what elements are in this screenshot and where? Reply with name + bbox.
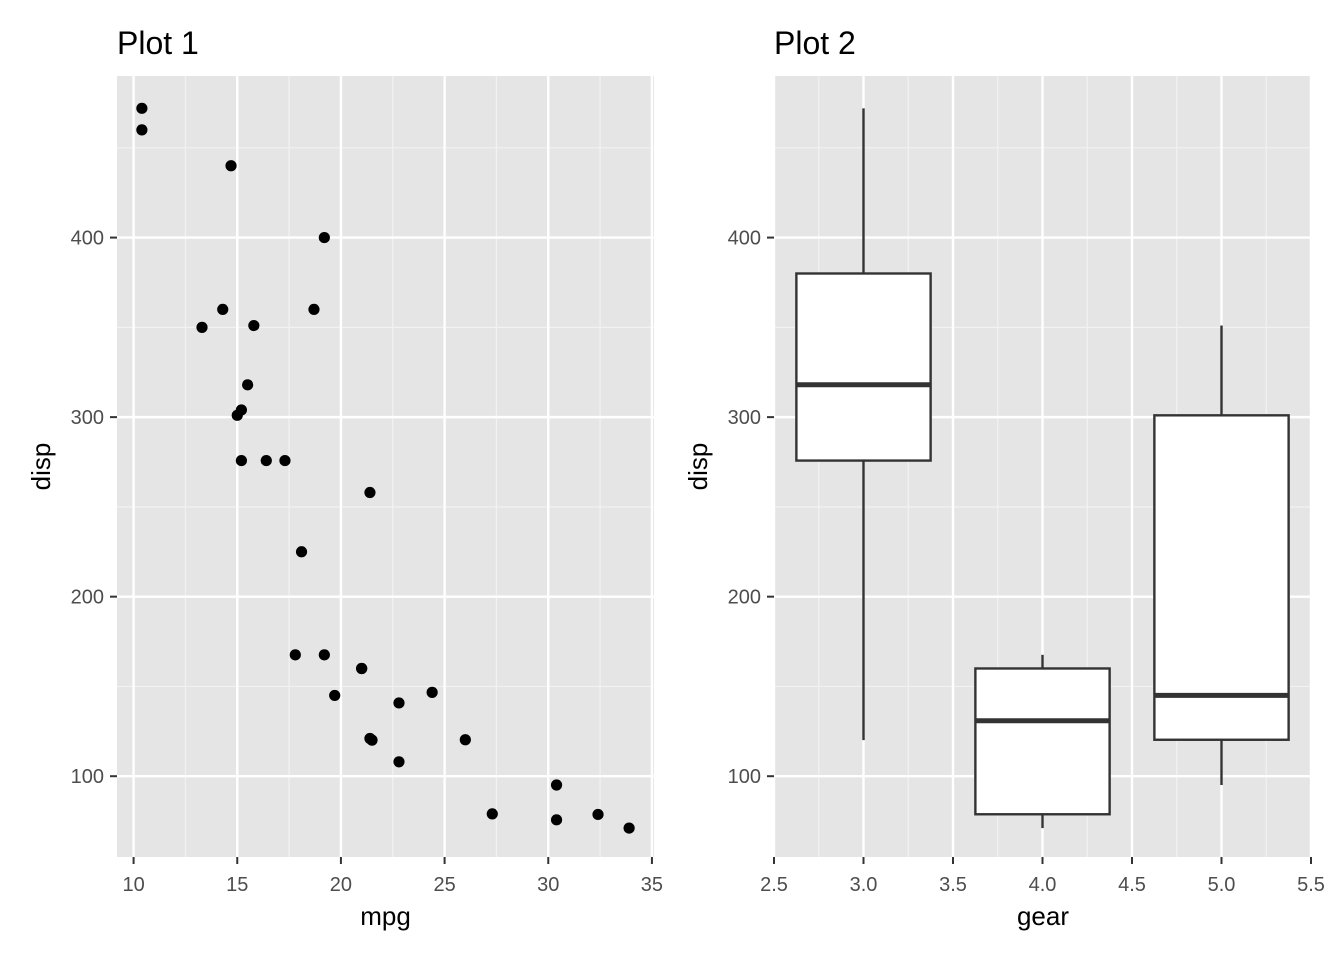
plot-2-x-tick-label: 5.5 <box>1297 874 1325 896</box>
box-gear-3 <box>795 108 932 741</box>
plot-1-title: Plot 1 <box>117 25 199 61</box>
data-point <box>279 454 291 467</box>
data-point <box>550 779 563 791</box>
plot-1-y-axis-title: disp <box>26 443 56 491</box>
data-point <box>260 454 272 467</box>
data-point <box>289 649 301 661</box>
data-point <box>329 689 341 702</box>
data-point <box>486 808 498 820</box>
plot-2-x-tick-label: 4.0 <box>1029 874 1057 896</box>
interquartile-box <box>974 667 1111 816</box>
plot-2-x-tick-label: 3.5 <box>939 874 967 896</box>
data-point <box>235 454 248 467</box>
interquartile-box <box>1153 414 1290 741</box>
plot-1-x-axis-title: mpg <box>360 901 411 931</box>
plot-1-panel-background <box>117 76 654 857</box>
plot-2-x-tick-label: 2.5 <box>760 874 788 896</box>
data-point <box>248 319 260 332</box>
plot-2-x-tick-label: 4.5 <box>1118 874 1146 896</box>
plot-1-y-tick-label: 300 <box>71 407 104 429</box>
plot-2-axis-ticks: 2.5 3.0 3.5 4.0 4.5 5.0 5.5 100 200 300 400 <box>728 228 1325 896</box>
interquartile-box <box>795 272 932 462</box>
plot-2-y-axis-title: disp <box>683 443 713 491</box>
data-point <box>196 321 208 333</box>
data-point <box>592 808 604 821</box>
data-point <box>295 546 308 558</box>
data-point <box>364 486 376 499</box>
box-gear-4 <box>974 654 1111 829</box>
data-point <box>308 303 320 316</box>
plot-2-y-tick-label: 300 <box>728 407 761 429</box>
plot-1-x-tick-label: 20 <box>330 874 352 896</box>
plot-2-x-tick-label: 5.0 <box>1208 874 1236 896</box>
plot-1-points <box>136 102 635 834</box>
data-point <box>393 697 405 709</box>
plot-2-y-tick-label: 100 <box>728 766 761 788</box>
plot-1-y-tick-label: 200 <box>71 587 104 609</box>
plot-1-axis-ticks: 10 15 20 25 30 35 100 200 300 400 <box>71 228 663 896</box>
data-point <box>459 734 471 746</box>
data-point <box>225 160 237 172</box>
plot-2-y-tick-label: 400 <box>728 228 761 250</box>
data-point <box>623 822 635 834</box>
plot-2-x-axis-title: gear <box>1017 901 1069 931</box>
plot-2-x-tick-label: 3.0 <box>850 874 878 896</box>
box-gear-5 <box>1153 325 1290 786</box>
plot-1-y-tick-label: 100 <box>71 766 104 788</box>
data-point <box>242 379 254 391</box>
data-point <box>136 102 148 114</box>
data-point <box>318 231 330 244</box>
data-point <box>318 649 330 661</box>
plot-1-y-tick-label: 400 <box>71 228 104 250</box>
data-point <box>136 124 148 136</box>
data-point <box>356 662 368 675</box>
plot-2-y-tick-label: 200 <box>728 587 761 609</box>
plot-1-gridlines <box>117 76 654 857</box>
plot-2-boxes <box>795 108 1290 829</box>
plot-1-x-tick-label: 10 <box>122 874 144 896</box>
data-point <box>550 814 563 826</box>
scatter-plot-panel: Plot 1 10 15 20 25 30 35 100 200 300 400 mpg disp <box>26 25 663 931</box>
data-point <box>231 409 243 421</box>
data-point <box>217 303 229 316</box>
data-point <box>426 686 438 698</box>
plot-1-x-tick-label: 30 <box>537 874 559 896</box>
plot-1-x-tick-label: 15 <box>226 874 248 896</box>
plot-1-x-tick-label: 35 <box>641 874 663 896</box>
plot-2-title: Plot 2 <box>774 25 856 61</box>
plot-1-x-tick-label: 25 <box>433 874 455 896</box>
boxplot-panel: Plot 2 2.5 3.0 3.5 4.0 4.5 5.0 5.5 100 200 300 400… <box>683 25 1325 931</box>
data-point <box>393 756 405 768</box>
data-point <box>364 732 376 745</box>
